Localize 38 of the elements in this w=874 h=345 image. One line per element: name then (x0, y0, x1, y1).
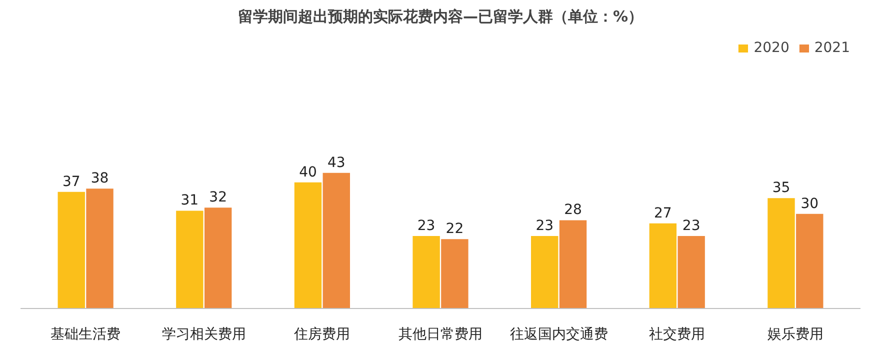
x-tick-label: 社交费用 (649, 326, 706, 342)
data-label: 35 (772, 180, 790, 196)
data-label: 43 (327, 154, 346, 171)
bar (559, 220, 587, 308)
bar (678, 236, 705, 308)
data-label: 30 (800, 196, 819, 212)
bar (294, 182, 322, 308)
data-label: 28 (564, 202, 582, 218)
bar (412, 236, 440, 308)
data-label: 22 (446, 221, 464, 238)
bar (796, 214, 824, 308)
bar (204, 208, 232, 308)
bar (441, 239, 468, 308)
x-tick-label: 基础生活费 (50, 326, 121, 342)
data-label: 37 (62, 174, 80, 190)
x-tick-label: 学习相关费用 (162, 326, 246, 342)
x-tick-label: 其他日常费用 (398, 326, 482, 342)
data-label: 31 (180, 192, 199, 209)
legend-label: 2021 (814, 40, 850, 56)
bar (531, 236, 558, 308)
chart-title: 留学期间超出预期的实际花费内容—已留学人群（单位：%） (238, 8, 644, 26)
data-label: 32 (209, 190, 227, 206)
bar (86, 188, 114, 308)
data-label: 40 (299, 164, 317, 180)
bar (649, 223, 677, 308)
bar (176, 210, 204, 308)
bar (58, 192, 85, 308)
legend-label: 2020 (754, 40, 790, 56)
data-label: 23 (536, 218, 554, 234)
data-label: 38 (90, 170, 109, 187)
data-label: 23 (682, 218, 700, 234)
bar (322, 172, 350, 308)
x-tick-label: 娱乐费用 (767, 326, 824, 342)
data-label: 27 (654, 205, 672, 222)
bar (768, 198, 795, 308)
data-label: 23 (417, 218, 436, 234)
x-tick-label: 住房费用 (293, 326, 350, 342)
x-tick-label: 往返国内交通费 (510, 326, 608, 342)
